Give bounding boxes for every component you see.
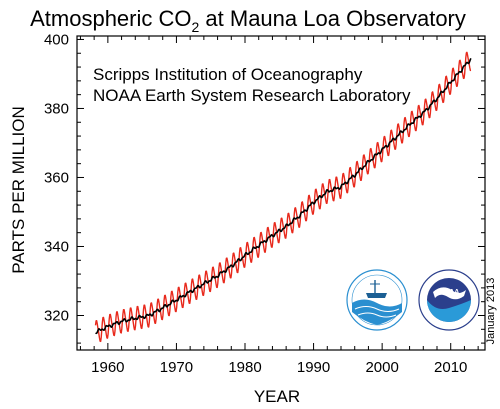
y-axis-label: PARTS PER MILLION — [9, 106, 28, 274]
title-main: Atmospheric CO — [30, 6, 191, 31]
scripps-seal — [346, 269, 408, 331]
x-tick-label: 2000 — [365, 359, 398, 376]
x-tick-label: 1980 — [228, 359, 261, 376]
title-subscript: 2 — [192, 19, 200, 35]
chart-title: Atmospheric CO2 at Mauna Loa Observatory — [30, 6, 466, 35]
noaa-seal: NOAA — [418, 269, 480, 331]
series-seasonal-line — [94, 51, 472, 343]
y-tick-label: 380 — [44, 100, 69, 117]
x-tick-label: 1990 — [297, 359, 330, 376]
date-note: January 2013 — [485, 278, 497, 345]
annotation-noaa: NOAA Earth System Research Laboratory — [93, 86, 411, 105]
axis-ticks: 1960 1970 1980 1990 2000 2010 320 340 360 380 400 — [44, 31, 485, 376]
svg-text:NOAA: NOAA — [439, 289, 460, 296]
series-trend-line — [95, 57, 472, 335]
y-tick-label: 360 — [44, 169, 69, 186]
y-tick-label: 320 — [44, 307, 69, 324]
series-layer — [94, 51, 472, 343]
x-tick-label: 1970 — [160, 359, 193, 376]
y-tick-label: 400 — [44, 31, 69, 48]
plot-frame — [76, 35, 486, 351]
annotation-scripps: Scripps Institution of Oceanography — [93, 65, 363, 84]
title-rest: at Mauna Loa Observatory — [199, 6, 466, 31]
x-tick-label: 2010 — [434, 359, 467, 376]
x-axis-label: YEAR — [254, 387, 300, 406]
y-tick-label: 340 — [44, 238, 69, 255]
x-tick-label: 1960 — [91, 359, 124, 376]
